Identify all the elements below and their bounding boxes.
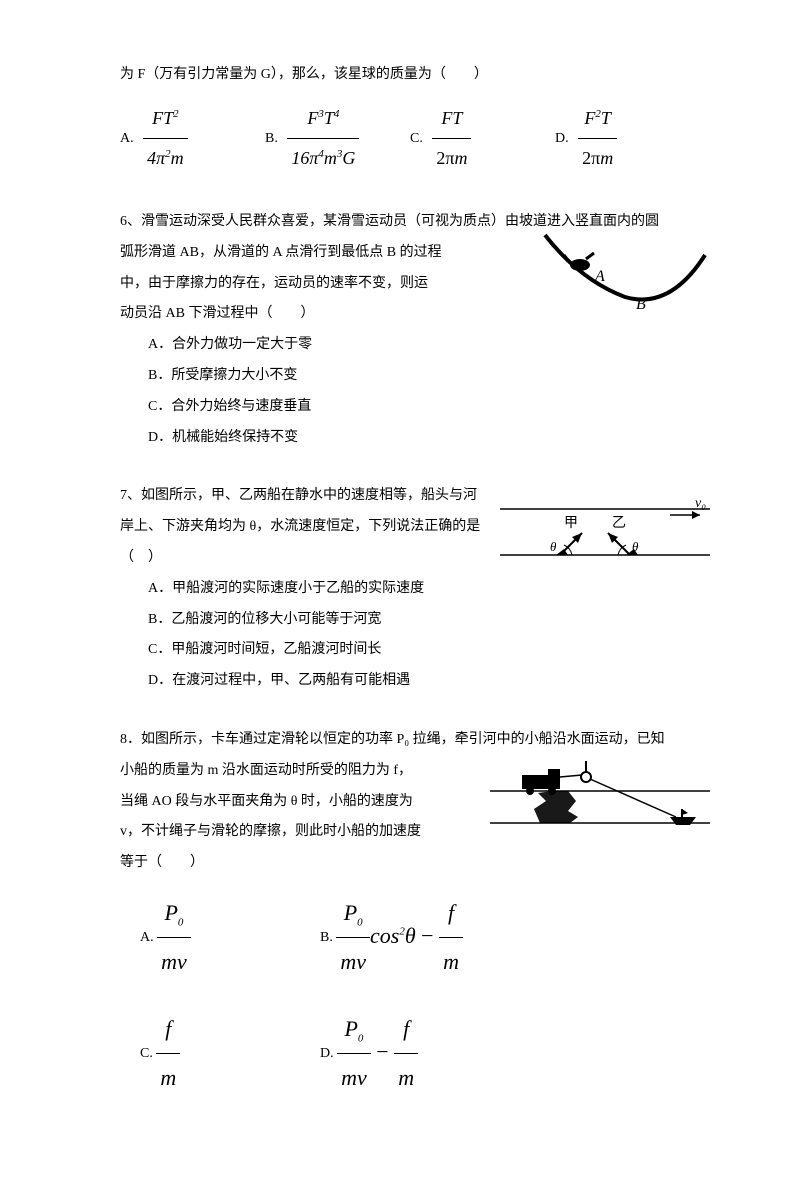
q5-options: A. FT2 4π2m B. F3T4 16π4m3G C. FT 2πm D.… — [120, 99, 700, 179]
q8D-0: 0 — [358, 1032, 364, 1044]
q8-figure — [490, 751, 710, 854]
q8-opt-C: C. f m — [140, 1005, 320, 1103]
q8A-P: P — [164, 900, 177, 925]
q8B-f: f — [439, 889, 463, 938]
q5D-den-m: m — [600, 148, 613, 168]
q8B-P: P — [344, 900, 357, 925]
q8C-f: f — [156, 1005, 180, 1054]
q5B-d3: G — [342, 148, 355, 168]
q5B-d1: 16π — [291, 148, 318, 168]
q8-opt-D: D. P0 mv − f m — [320, 1005, 580, 1103]
q8D-P: P — [344, 1016, 357, 1041]
q5D-n1: F — [584, 108, 595, 128]
q8D-minus: − — [371, 1039, 394, 1064]
q7-theta-2: θ — [632, 539, 639, 554]
q5B-n1: F — [307, 108, 318, 128]
q6-figure: A B — [540, 225, 710, 323]
q7-opt-B: B．乙船渡河的位移大小可能等于河宽 — [148, 605, 700, 636]
q6-opt-A: A．合外力做功一定大于零 — [148, 330, 700, 361]
q6-opt-C: C．合外力始终与速度垂直 — [148, 392, 700, 423]
q5D-n2: T — [601, 108, 611, 128]
q5B-ns2: 4 — [334, 108, 340, 120]
q8B-m: m — [439, 938, 463, 986]
q8B-minus: − — [416, 923, 439, 948]
q5-opt-B: B. F3T4 16π4m3G — [265, 99, 410, 179]
q7-opt-C: C．甲船渡河时间短，乙船渡河时间长 — [148, 635, 700, 666]
q5-opt-A: A. FT2 4π2m — [120, 99, 265, 179]
q7-figure: θ 甲 θ 乙 v₀ — [500, 491, 710, 584]
q5A-den2: m — [171, 148, 184, 168]
q8C-label: C. — [140, 1046, 153, 1061]
q6-fig-A: A — [594, 268, 605, 285]
q8D-mv: mv — [337, 1054, 371, 1102]
q7-yi: 乙 — [612, 515, 626, 531]
q8D-label: D. — [320, 1046, 334, 1061]
q7-opt-D: D．在渡河过程中，甲、乙两船有可能相遇 — [148, 666, 700, 697]
q6-opt-B: B．所受摩擦力大小不变 — [148, 361, 700, 392]
q5A-numsup: 2 — [173, 108, 179, 120]
q8B-0: 0 — [357, 916, 363, 928]
q5B-n2: T — [324, 108, 334, 128]
q5-opt-D: D. F2T 2πm — [555, 99, 700, 179]
question-7: θ 甲 θ 乙 v₀ 7、如图所示，甲、乙两船在静水中的速度相等，船头与河 岸上… — [120, 481, 700, 697]
q8A-0: 0 — [178, 916, 184, 928]
q5A-num: FT — [152, 108, 173, 128]
q8B-label: B. — [320, 930, 333, 945]
q8-opt-A: A. P0 mv — [140, 889, 320, 987]
q5-tail-text: 为 F（万有引力常量为 G），那么，该星球的质量为（ ） — [120, 60, 700, 91]
q7-theta-1: θ — [550, 539, 557, 554]
q8D-m: m — [394, 1054, 418, 1102]
q5C-num: FT — [432, 99, 471, 140]
q8-opt-B: B. P0 mv cos2θ − f m — [320, 889, 580, 987]
question-6: A B 6、滑雪运动深受人民群众喜爱，某滑雪运动员（可视为质点）由坡道进入竖直面… — [120, 207, 700, 453]
q8B-theta: θ — [405, 923, 416, 948]
q5A-den1: 4π — [147, 148, 165, 168]
q5B-d2: m — [324, 148, 337, 168]
q8A-mv: mv — [157, 938, 191, 986]
q5-opt-C: C. FT 2πm — [410, 99, 555, 179]
q8C-m: m — [156, 1054, 180, 1102]
q8A-label: A. — [140, 930, 154, 945]
q8-options: A. P0 mv B. P0 mv cos2θ − f m C. f — [140, 889, 700, 1103]
q6-opt-D: D．机械能始终保持不变 — [148, 423, 700, 454]
q5C-den-m: m — [454, 148, 467, 168]
q7-jia: 甲 — [564, 516, 578, 531]
q8B-cos: cos — [370, 923, 399, 948]
q7-v0: v₀ — [695, 496, 706, 511]
question-5-fragment: 为 F（万有引力常量为 G），那么，该星球的质量为（ ） A. FT2 4π2m… — [120, 60, 700, 179]
q6-fig-B: B — [636, 296, 646, 310]
question-8: 8．如图所示，卡车通过定滑轮以恒定的功率 P₀ 拉绳，牵引河中的小船沿水面运动，… — [120, 725, 700, 1103]
q8D-f: f — [394, 1005, 418, 1054]
q8B-mv: mv — [336, 938, 370, 986]
